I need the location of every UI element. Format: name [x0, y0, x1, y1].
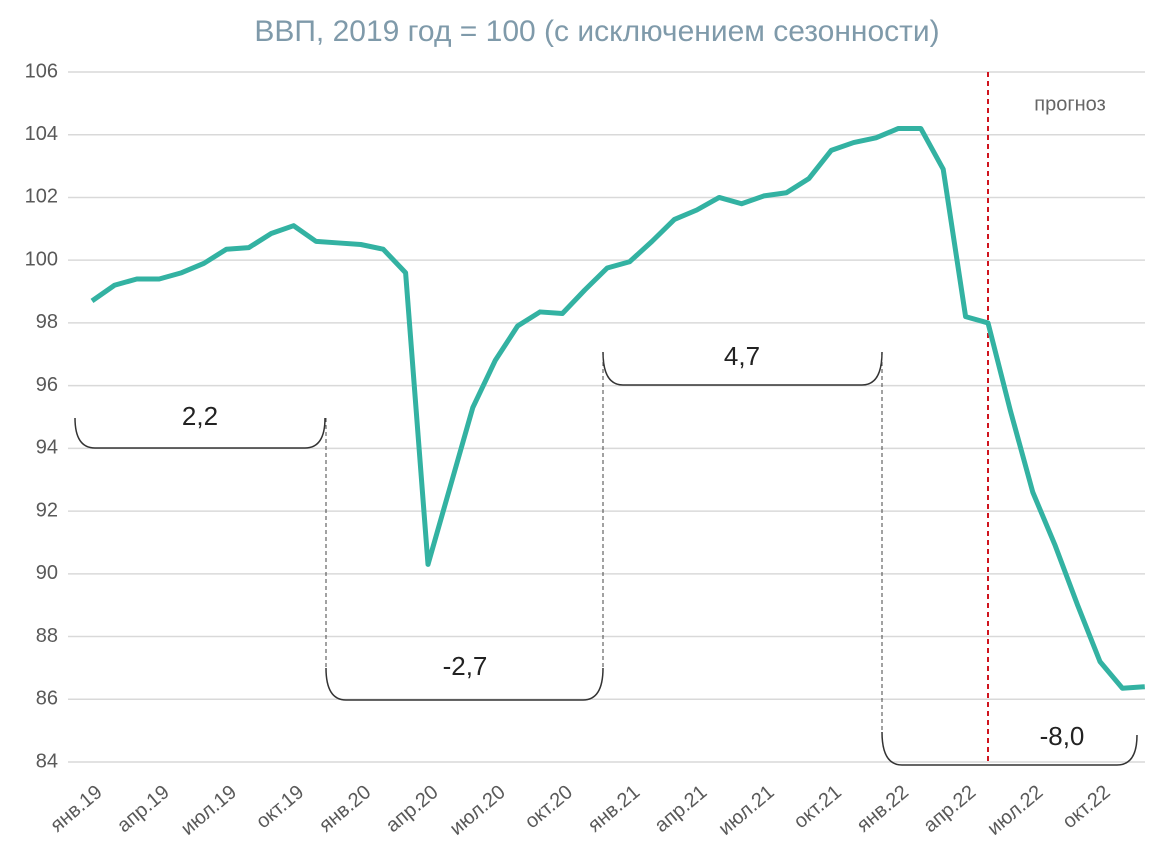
y-tick-label: 90 — [36, 562, 58, 584]
x-tick-label: апр.20 — [382, 781, 443, 837]
x-tick-label: янв.20 — [315, 781, 375, 837]
x-tick-label: апр.21 — [651, 781, 712, 837]
y-tick-label: 100 — [25, 248, 58, 270]
x-tick-label: янв.21 — [584, 781, 644, 837]
y-tick-label: 96 — [36, 374, 58, 396]
x-tick-label: окт.21 — [790, 781, 846, 833]
annotation: -2,7 — [443, 651, 488, 681]
forecast-label: прогноз — [1034, 93, 1105, 115]
annotation: -8,0 — [1040, 721, 1085, 751]
x-tick-label: июл.21 — [715, 781, 779, 840]
bracket — [74, 417, 326, 449]
x-tick-label: июл.19 — [177, 781, 241, 840]
y-tick-label: 104 — [25, 123, 58, 145]
brackets: 2,2 -2,7 4,7 -8,0 — [74, 341, 1138, 766]
y-tick-label: 92 — [36, 499, 58, 521]
y-tick-label: 94 — [36, 437, 58, 459]
y-tick-label: 84 — [36, 750, 58, 772]
x-tick-label: окт.19 — [252, 781, 308, 833]
x-tick-label: апр.22 — [919, 781, 980, 837]
annotation: 4,7 — [724, 341, 760, 371]
x-tick-label: июл.20 — [446, 781, 510, 840]
data-line — [90, 125, 1145, 691]
y-tick-label: 106 — [25, 60, 58, 82]
y-tick-label: 86 — [36, 688, 58, 710]
bracket — [602, 351, 883, 386]
y-tick-label: 88 — [36, 625, 58, 647]
x-tick-label: окт.20 — [521, 781, 577, 833]
y-tick-label: 102 — [25, 186, 58, 208]
x-tick-label: окт.22 — [1058, 781, 1114, 833]
bracket — [325, 667, 604, 701]
bracket — [881, 731, 1138, 766]
annotation: 2,2 — [182, 401, 218, 431]
x-tick-label: апр.19 — [113, 781, 174, 837]
chart-title: ВВП, 2019 год = 100 (с исключением сезон… — [254, 15, 939, 48]
x-tick-label: янв.22 — [853, 781, 913, 837]
x-tick-label: янв.19 — [46, 781, 106, 837]
y-tick-label: 98 — [36, 311, 58, 333]
x-tick-label: июл.22 — [983, 781, 1047, 840]
